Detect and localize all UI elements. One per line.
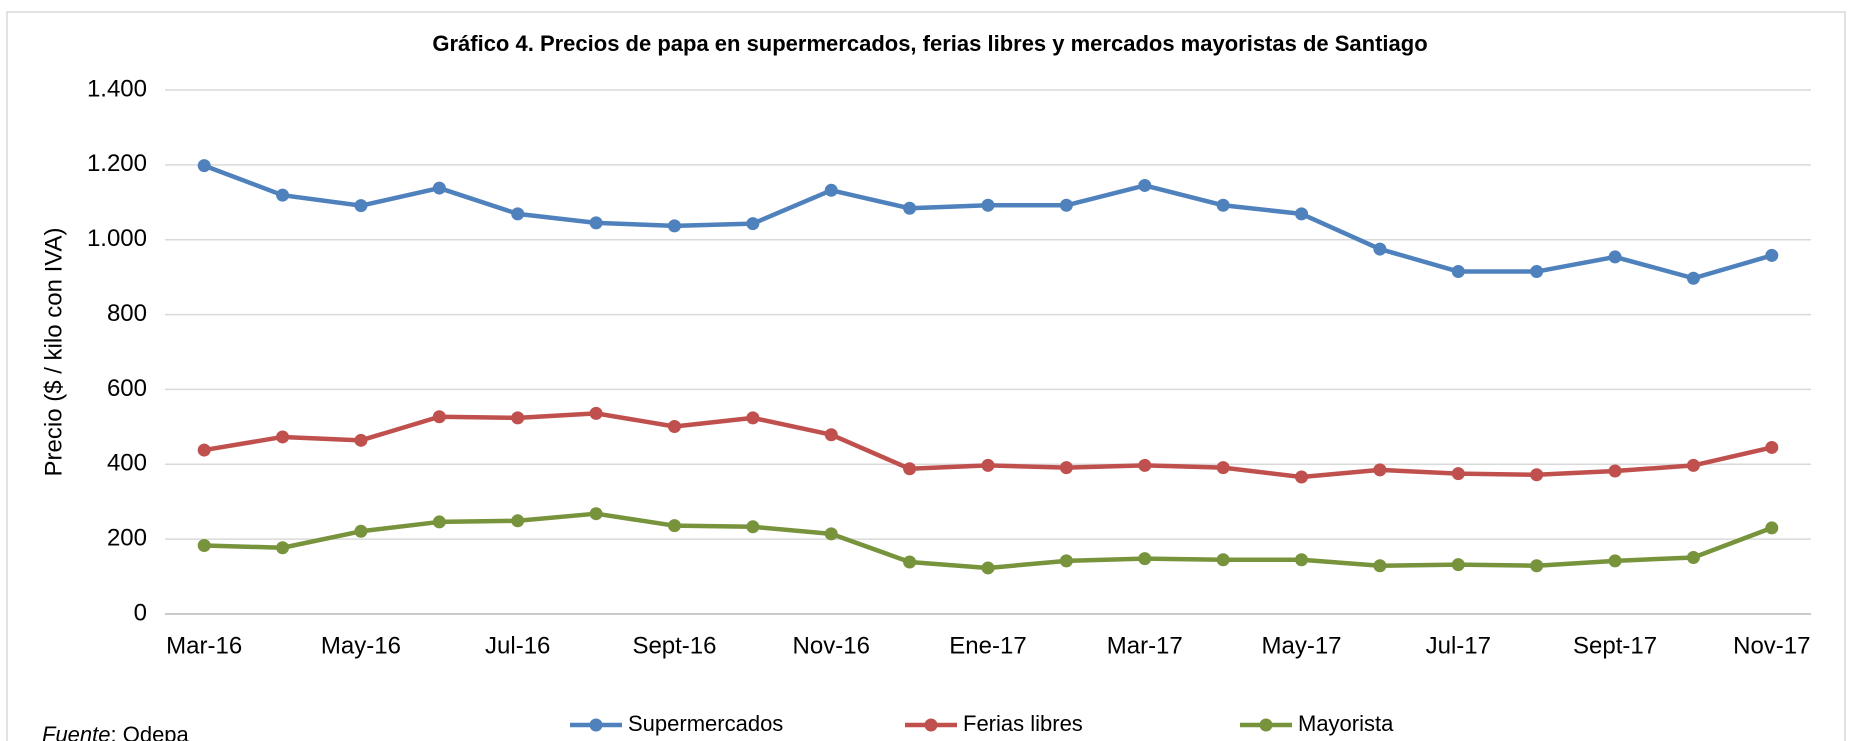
data-point — [276, 430, 290, 444]
data-point — [1373, 242, 1387, 256]
data-point — [1059, 461, 1073, 475]
data-point — [1059, 554, 1073, 568]
x-tick-label: May-16 — [321, 632, 401, 659]
data-point — [1608, 554, 1622, 568]
data-point — [746, 411, 760, 425]
data-point — [667, 519, 681, 533]
data-point — [1608, 250, 1622, 264]
data-point — [511, 207, 525, 221]
data-point — [824, 428, 838, 442]
y-tick-label: 400 — [107, 450, 147, 477]
data-point — [746, 520, 760, 534]
data-point — [667, 219, 681, 233]
x-tick-label: Jul-16 — [485, 632, 550, 659]
data-point — [1530, 468, 1544, 482]
data-point — [511, 514, 525, 528]
data-point — [1765, 440, 1779, 454]
data-point — [1451, 467, 1465, 481]
legend-label: Supermercados — [628, 711, 783, 736]
y-tick-label: 1.200 — [87, 150, 147, 177]
y-tick-label: 200 — [107, 524, 147, 551]
data-point — [824, 183, 838, 197]
data-point — [903, 555, 917, 569]
data-point — [432, 181, 446, 195]
data-point — [1216, 461, 1230, 475]
data-point — [1138, 552, 1152, 566]
data-point — [197, 159, 211, 173]
chart-title: Gráfico 4. Precios de papa en supermerca… — [432, 31, 1427, 56]
data-point — [1138, 178, 1152, 192]
data-point — [589, 216, 603, 230]
y-tick-label: 1.400 — [87, 75, 147, 102]
data-point — [1686, 271, 1700, 285]
data-point — [432, 515, 446, 529]
data-point — [1765, 248, 1779, 262]
data-point — [1686, 550, 1700, 564]
y-tick-label: 0 — [134, 599, 147, 626]
data-point — [1216, 198, 1230, 212]
data-point — [276, 541, 290, 555]
data-point — [354, 433, 368, 447]
legend-marker — [589, 718, 603, 732]
y-tick-label: 600 — [107, 375, 147, 402]
data-point — [354, 524, 368, 538]
data-point — [981, 198, 995, 212]
legend-marker — [924, 718, 938, 732]
data-point — [1608, 464, 1622, 478]
data-point — [1686, 458, 1700, 472]
data-point — [589, 507, 603, 521]
data-point — [1373, 463, 1387, 477]
y-axis-label: Precio ($ / kilo con IVA) — [40, 228, 67, 477]
legend-marker — [1259, 718, 1273, 732]
x-tick-label: Ene-17 — [949, 632, 1026, 659]
source: Fuente: Odepa — [42, 722, 190, 741]
data-point — [981, 458, 995, 472]
data-point — [1295, 553, 1309, 567]
data-point — [1451, 265, 1465, 279]
y-tick-label: 1.000 — [87, 225, 147, 252]
data-point — [1373, 559, 1387, 573]
legend-label: Ferias libres — [963, 711, 1083, 736]
x-tick-label: Sept-17 — [1573, 632, 1657, 659]
legend-label: Mayorista — [1298, 711, 1394, 736]
data-point — [667, 419, 681, 433]
data-point — [1765, 521, 1779, 535]
data-point — [1530, 265, 1544, 279]
data-point — [276, 188, 290, 202]
data-point — [903, 201, 917, 215]
source-label: Fuente — [42, 722, 111, 741]
y-tick-label: 800 — [107, 300, 147, 327]
x-tick-label: Mar-16 — [166, 632, 242, 659]
data-point — [354, 199, 368, 213]
data-point — [903, 462, 917, 476]
data-point — [1530, 559, 1544, 573]
data-point — [981, 561, 995, 575]
data-point — [824, 527, 838, 541]
x-tick-label: Sept-16 — [632, 632, 716, 659]
source-text: : Odepa — [111, 722, 190, 741]
data-point — [1295, 470, 1309, 484]
data-point — [197, 539, 211, 553]
data-point — [1295, 207, 1309, 221]
data-point — [432, 410, 446, 424]
data-point — [746, 217, 760, 231]
data-point — [1059, 198, 1073, 212]
data-point — [589, 406, 603, 420]
x-tick-label: Nov-17 — [1733, 632, 1810, 659]
x-tick-label: Nov-16 — [793, 632, 870, 659]
x-tick-label: Mar-17 — [1107, 632, 1183, 659]
data-point — [1451, 558, 1465, 572]
x-tick-label: May-17 — [1262, 632, 1342, 659]
chart-border — [6, 11, 1846, 741]
data-point — [511, 411, 525, 425]
data-point — [1138, 458, 1152, 472]
data-point — [1216, 553, 1230, 567]
data-point — [197, 443, 211, 457]
x-tick-label: Jul-17 — [1426, 632, 1491, 659]
